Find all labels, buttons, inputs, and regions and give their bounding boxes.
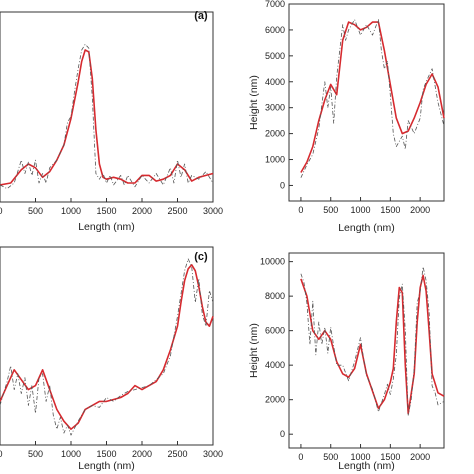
series-measured-line: [0, 258, 214, 436]
x-tick-label: 2500: [167, 206, 187, 216]
y-axis-label: Height (nm): [248, 323, 260, 378]
chart-panel-4: 0 500 1000 1500 2000 0 2000 4000 6000 8000 10000 Le…: [248, 252, 445, 472]
x-tick-label: 1500: [380, 452, 400, 462]
y-axis-label: Height (nm): [248, 75, 260, 130]
panel-label: (a): [194, 10, 208, 22]
x-tick-label: 0: [298, 205, 303, 215]
series-fit-line: [300, 274, 445, 415]
x-tick-label: 3000: [203, 206, 223, 216]
x-tick-label: 2000: [410, 452, 430, 462]
x-tick-label: 1000: [61, 206, 81, 216]
series-measured-line: [0, 43, 214, 190]
plot-frame: [288, 252, 445, 449]
x-tick-label: 0: [298, 452, 303, 462]
y-tick-label: 0: [280, 180, 285, 190]
x-tick-label: 500: [28, 449, 43, 459]
y-tick-label: 4000: [265, 77, 285, 87]
x-axis-label: Length (nm): [78, 221, 135, 233]
x-axis-label: Length (nm): [338, 222, 395, 234]
chart-panel-3: 0 500 1000 1500 2000 2500 3000 Length (nm) (c): [0, 246, 223, 472]
x-tick-label: 1500: [380, 205, 400, 215]
x-tick-label: 500: [28, 206, 43, 216]
y-tick-label: 1000: [265, 155, 285, 165]
series-fit-line: [300, 21, 445, 173]
y-tick-label: 8000: [265, 291, 285, 301]
x-tick-label: 3000: [203, 449, 223, 459]
y-tick-label: 7000: [265, 0, 285, 9]
plot-frame: [0, 246, 214, 446]
chart-panel-1: 0 500 1000 1500 2000 2500 3000 Length (nm) (a): [0, 10, 223, 233]
y-tick-label: 3000: [265, 103, 285, 113]
x-tick-label: 1000: [61, 449, 81, 459]
x-tick-label: 2000: [132, 449, 152, 459]
x-tick-label: 1500: [96, 449, 116, 459]
x-tick-label: 500: [323, 452, 338, 462]
x-tick-label: 2000: [132, 206, 152, 216]
y-tick-label: 10000: [260, 257, 285, 267]
y-tick-label: 5000: [265, 51, 285, 61]
y-tick-label: 0: [280, 429, 285, 439]
panel-label: (c): [194, 251, 208, 263]
x-tick-label: 1000: [351, 205, 371, 215]
x-tick-label: 1500: [96, 206, 116, 216]
chart-panel-2: 0 500 1000 1500 2000 0 1000 2000 3000 4000 5000 600…: [248, 0, 445, 234]
series-fit-line: [0, 263, 214, 431]
x-tick-label: 1000: [351, 452, 371, 462]
y-tick-label: 4000: [265, 360, 285, 370]
y-tick-label: 6000: [265, 326, 285, 336]
y-tick-label: 2000: [265, 129, 285, 139]
x-tick-label: 2500: [167, 449, 187, 459]
series-fit-line: [0, 49, 214, 186]
x-axis-label: Length (nm): [78, 460, 135, 472]
x-tick-label: 500: [323, 205, 338, 215]
y-tick-label: 6000: [265, 25, 285, 35]
series-measured-line: [300, 19, 445, 178]
plot-frame: [288, 3, 445, 202]
x-tick-label: 0: [0, 206, 3, 216]
x-axis-label: Length (nm): [338, 460, 395, 472]
x-tick-label: 2000: [410, 205, 430, 215]
x-tick-label: 0: [0, 449, 3, 459]
y-tick-label: 2000: [265, 395, 285, 405]
